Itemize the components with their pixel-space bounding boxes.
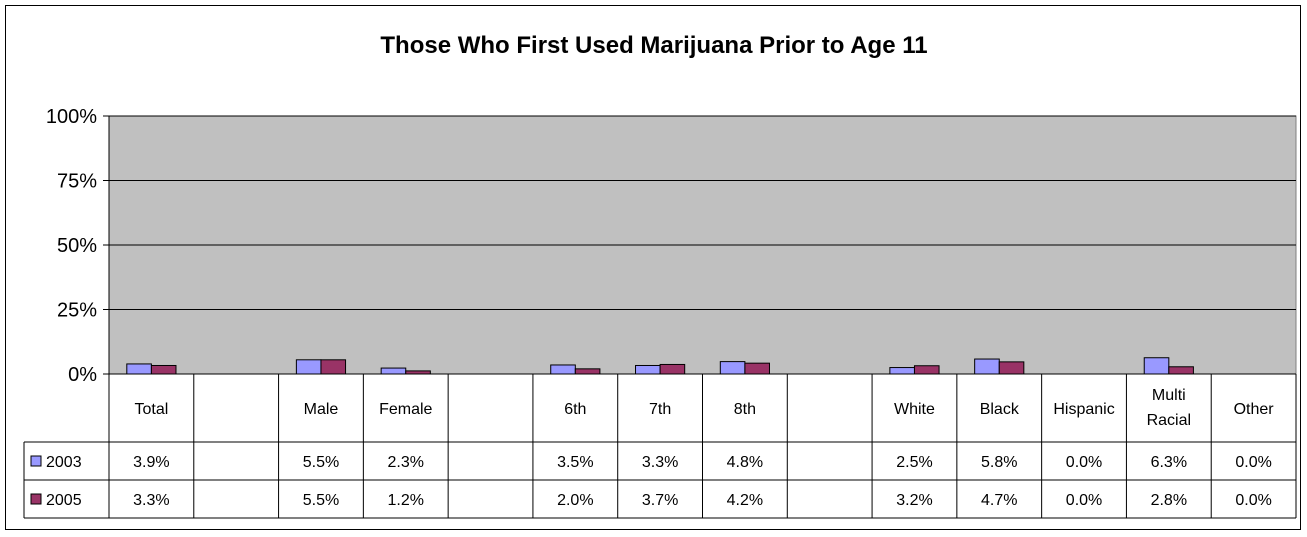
category-label: 7th	[649, 401, 671, 418]
data-label-2005-5: 2.0%	[557, 492, 593, 509]
y-axis: 0% 25% 50% 75% 100%	[46, 106, 110, 386]
bar-2003-5	[550, 364, 576, 375]
y-tick-label: 75%	[57, 171, 97, 193]
y-tick-label: 100%	[46, 106, 97, 128]
category-label: Black	[980, 401, 1020, 418]
legend-key-2005	[30, 493, 42, 505]
y-tick-label: 50%	[57, 235, 97, 257]
data-label-2003-12: 6.3%	[1151, 454, 1187, 471]
chart-frame: Those Who First Used Marijuana Prior to …	[5, 5, 1301, 530]
data-label-2005-0: 3.3%	[133, 492, 169, 509]
y-tick-label: 0%	[68, 364, 97, 386]
bar-2003-2	[295, 359, 322, 375]
data-label-2003-11: 0.0%	[1066, 454, 1102, 471]
data-label-2005-2: 5.5%	[303, 492, 339, 509]
data-label-2003-5: 3.5%	[557, 454, 593, 471]
data-label-2003-7: 4.8%	[727, 454, 763, 471]
bar-2003-6	[635, 364, 661, 375]
category-label: Male	[304, 401, 339, 418]
data-label-2005-12: 2.8%	[1151, 492, 1187, 509]
bar-2005-12	[1168, 366, 1194, 375]
bar-2005-6	[659, 363, 686, 375]
bar-2005-10	[998, 361, 1025, 375]
bar-2003-3	[380, 367, 407, 375]
legend-label-2005: 2005	[46, 492, 82, 509]
chart-title: Those Who First Used Marijuana Prior to …	[380, 32, 927, 59]
plot-area	[108, 115, 1297, 375]
category-label: Female	[379, 401, 432, 418]
data-label-2003-3: 2.3%	[388, 454, 424, 471]
data-label-2003-2: 5.5%	[303, 454, 339, 471]
data-label-2005-13: 0.0%	[1235, 492, 1271, 509]
chart-svg: Those Who First Used Marijuana Prior to …	[23, 32, 1297, 519]
category-label: Total	[134, 401, 168, 418]
bar-2003-9	[889, 367, 915, 375]
bar-2005-2	[320, 359, 347, 375]
data-label-2003-6: 3.3%	[642, 454, 678, 471]
category-label: Other	[1234, 401, 1275, 418]
category-label: White	[894, 401, 935, 418]
data-label-2005-10: 4.7%	[981, 492, 1017, 509]
data-label-2003-13: 0.0%	[1235, 454, 1271, 471]
y-tick-label: 25%	[57, 300, 97, 322]
category-label: 6th	[564, 401, 586, 418]
data-label-2003-9: 2.5%	[896, 454, 932, 471]
bar-2005-0	[150, 364, 177, 375]
bar-2005-5	[574, 368, 601, 375]
category-label: 8th	[734, 401, 756, 418]
data-label-2005-6: 3.7%	[642, 492, 678, 509]
data-label-2003-10: 5.8%	[981, 454, 1017, 471]
bar-2005-7	[744, 362, 770, 375]
data-label-2005-9: 3.2%	[896, 492, 932, 509]
category-label: Hispanic	[1053, 401, 1114, 418]
data-table: Total Male Female 6th 7th 8th White Black Hispan…	[23, 373, 1297, 519]
bar-2005-9	[913, 365, 940, 375]
data-label-2005-7: 4.2%	[727, 492, 763, 509]
data-label-2005-11: 0.0%	[1066, 492, 1102, 509]
data-label-2005-3: 1.2%	[388, 492, 424, 509]
category-label-line: Racial	[1147, 412, 1191, 429]
category-label-line: Multi	[1152, 387, 1186, 404]
bars	[126, 357, 1194, 375]
legend-label-2003: 2003	[46, 454, 82, 471]
data-label-2003-0: 3.9%	[133, 454, 169, 471]
bar-2003-0	[126, 363, 152, 375]
legend-key-2003	[30, 455, 42, 467]
bar-2003-7	[719, 361, 746, 375]
bar-2003-12	[1143, 357, 1170, 375]
bar-2003-10	[974, 358, 1000, 375]
